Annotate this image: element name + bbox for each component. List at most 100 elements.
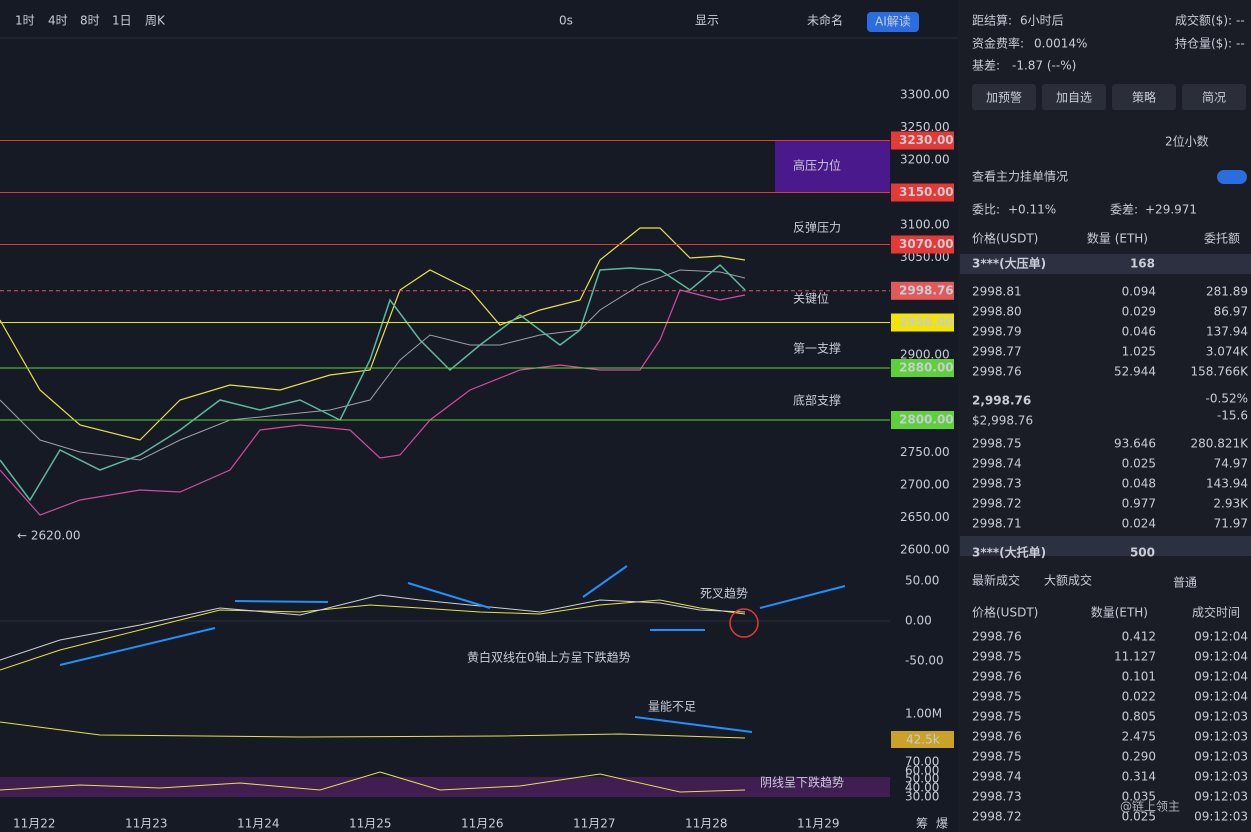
display: 显示 — [695, 14, 719, 28]
trade-cell: 0.314 — [1122, 770, 1156, 784]
zone-label: 反弹压力 — [793, 221, 841, 235]
interval[interactable]: 周K — [145, 14, 166, 28]
level-badge — [891, 313, 954, 332]
level-badge — [891, 235, 954, 254]
boll-mid — [0, 269, 746, 461]
tab[interactable]: 最新成交 — [972, 573, 1020, 588]
rsi-tick: 50.00 — [905, 772, 939, 786]
mid-price: 2,998.76 — [972, 394, 1031, 408]
level-price: 3070.00 — [899, 237, 954, 251]
info-value: -- — [1236, 37, 1245, 51]
book-cell: 2998.73 — [972, 477, 1022, 491]
price-tick: 2900.00 — [900, 348, 950, 362]
panel-button[interactable] — [1182, 84, 1246, 110]
level-badge — [891, 281, 954, 300]
trade-cell: 09:12:03 — [1194, 730, 1248, 744]
ai-button-bg[interactable] — [867, 12, 919, 32]
info-label: 距结算: — [972, 13, 1012, 28]
chart-bg — [0, 0, 958, 832]
info-label: 资金费率: — [972, 36, 1024, 51]
book-cell: 2998.77 — [972, 345, 1022, 359]
trade-cell: 0.035 — [1122, 790, 1156, 804]
ratio: 委差: — [1110, 203, 1138, 217]
trade-cell: 0.805 — [1122, 710, 1156, 724]
interval[interactable]: 4时 — [48, 14, 68, 28]
book-cell: 158.766K — [1191, 365, 1250, 379]
ratio: +0.11% — [1008, 203, 1056, 217]
panel-button[interactable] — [1112, 84, 1176, 110]
boll-lower — [0, 289, 746, 516]
panel-button-text[interactable]: 简况 — [1202, 91, 1226, 105]
volume-ma — [0, 721, 746, 739]
watermark: @链上领主 — [1120, 799, 1180, 814]
macd-note: 黄白双线在0轴上方呈下跌趋势 — [467, 650, 631, 665]
level-badge — [891, 131, 954, 150]
book-header: 委托额 — [1204, 232, 1240, 246]
book-header: 数量 (ETH) — [1087, 231, 1148, 246]
interval[interactable]: 8时 — [80, 14, 100, 28]
level-price: 2950.00 — [899, 315, 954, 329]
death-cross-circle — [729, 608, 759, 638]
macd-note: 死叉趋势 — [700, 587, 748, 601]
trade-cell: 2998.76 — [972, 670, 1022, 684]
level-price: 2800.00 — [899, 413, 954, 427]
mid-change: -0.52% — [1206, 392, 1248, 406]
tab[interactable]: 大额成交 — [1044, 573, 1092, 588]
level-badge — [891, 359, 954, 377]
panel-button-text[interactable]: 加预警 — [986, 90, 1022, 105]
big-ask-bg — [960, 254, 1251, 274]
toggle[interactable] — [1217, 170, 1247, 184]
book-cell: 0.025 — [1122, 457, 1156, 471]
book-cell: 52.944 — [1114, 365, 1156, 379]
macd-tick: -50.00 — [905, 654, 944, 668]
price-tick: 3100.00 — [900, 218, 950, 232]
date: 11月23 — [125, 817, 168, 831]
book-cell: 0.048 — [1122, 477, 1156, 491]
trade-cell: 09:12:03 — [1194, 750, 1248, 764]
level-price: 2880.00 — [899, 361, 954, 375]
macd-dif — [0, 599, 746, 671]
mid-change: -15.6 — [1217, 409, 1248, 423]
book-cell: 2998.76 — [972, 365, 1022, 379]
date: 11月25 — [349, 817, 392, 831]
layout-name: 未命名 — [807, 13, 843, 28]
book-cell: 2998.81 — [972, 285, 1022, 299]
rsi-tick: 60.00 — [905, 764, 939, 778]
date: 11月22 — [13, 817, 56, 831]
volume-badge — [891, 731, 954, 748]
level-price: 2998.76 — [899, 283, 954, 297]
interval[interactable]: 1日 — [112, 14, 132, 28]
book-cell: 280.821K — [1191, 437, 1250, 451]
price-tick: 3200.00 — [900, 153, 950, 167]
info-value: 0.0014% — [1034, 37, 1087, 51]
trade-cell: 2998.76 — [972, 730, 1022, 744]
corner: 筹 — [916, 817, 928, 831]
main-orders: 查看主力挂单情况 — [972, 170, 1068, 184]
trade-cell: 2998.74 — [972, 770, 1022, 784]
trade-header: 价格(USDT) — [972, 605, 1038, 620]
panel-button[interactable] — [1042, 84, 1106, 110]
macd-tick: 50.00 — [905, 574, 939, 588]
book-cell: 2998.75 — [972, 437, 1022, 451]
tab[interactable]: 普通 — [1173, 576, 1197, 590]
info-value: -- — [1236, 14, 1245, 28]
rsi-note: 阴线呈下跌趋势 — [760, 775, 844, 790]
decimals[interactable]: 2位小数 — [1165, 134, 1209, 149]
panel-button-text[interactable]: 策略 — [1132, 90, 1156, 105]
panel-button[interactable] — [972, 84, 1036, 110]
ratio: 委比: — [972, 203, 1000, 217]
trade-cell: 09:12:03 — [1194, 790, 1248, 804]
date: 11月26 — [461, 817, 504, 831]
book-cell: 1.025 — [1122, 345, 1156, 359]
ai[interactable]: AI解读 — [875, 15, 911, 29]
info-label: 持仓量($): — [1175, 36, 1232, 51]
book-cell: 0.029 — [1122, 305, 1156, 319]
date: 11月29 — [797, 817, 840, 831]
panel-button-text[interactable]: 加自选 — [1056, 91, 1092, 105]
book-cell: 0.977 — [1122, 497, 1156, 511]
trade-cell: 0.025 — [1122, 810, 1156, 824]
price-tick: 3250.00 — [900, 120, 950, 134]
interval[interactable]: 1时 — [15, 14, 35, 28]
book-cell: 281.89 — [1206, 285, 1248, 299]
